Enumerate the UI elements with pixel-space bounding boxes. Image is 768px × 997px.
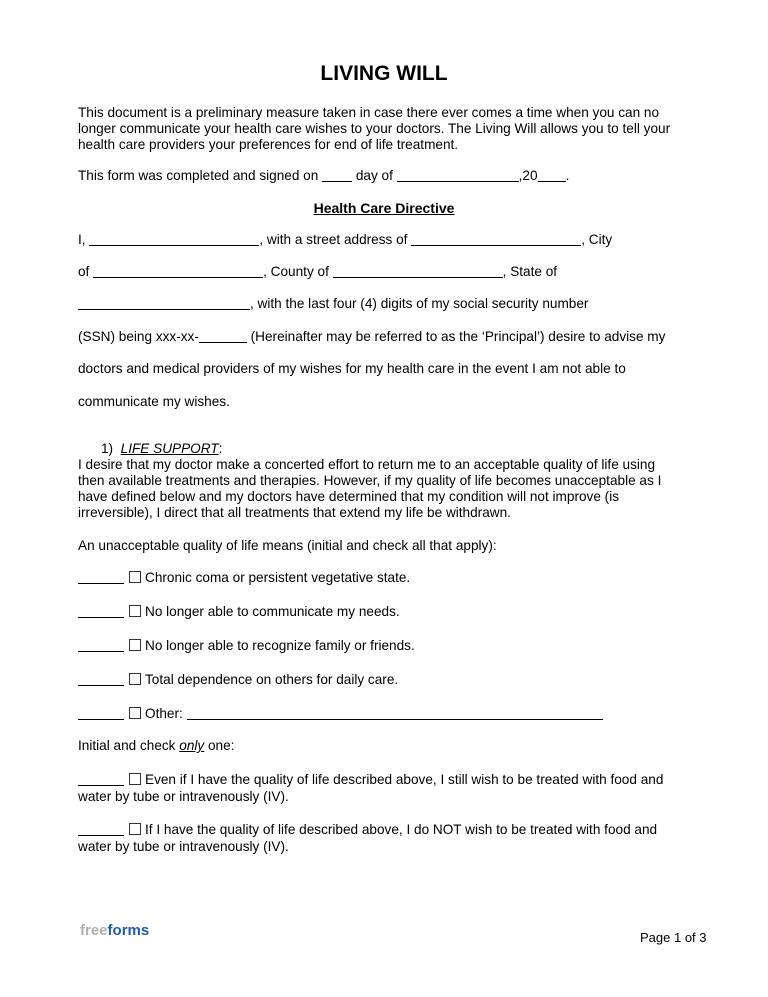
day-field[interactable] xyxy=(322,152,353,184)
initial-field[interactable] xyxy=(78,804,124,838)
checkbox[interactable] xyxy=(129,639,141,651)
para-line: irreversible), I direct that all treatme… xyxy=(78,505,511,520)
option-2-cont: water by tube or intravenously (IV). xyxy=(78,839,289,854)
item-label: Other: xyxy=(145,706,183,721)
signed-label: This form was completed and signed on xyxy=(78,168,319,183)
day-of-label: day of xyxy=(355,168,393,183)
only-one-label: Initial and check only one: xyxy=(78,738,234,754)
condition-item: Total dependence on others for daily car… xyxy=(78,654,399,688)
signed-line: This form was completed and signed on da… xyxy=(78,152,570,184)
directive-line-4: (SSN) being xxx-xx- (Hereinafter may be … xyxy=(78,313,666,345)
section-number: 1) xyxy=(101,441,114,456)
condition-item: Other: xyxy=(78,688,603,722)
label: one: xyxy=(204,738,235,753)
unacceptable-label: An unacceptable quality of life means (i… xyxy=(78,538,497,553)
document-title: LIVING WILL xyxy=(320,62,448,85)
label: (Hereinafter may be referred to as the ‘… xyxy=(246,329,666,344)
label: , with the last four (4) digits of my so… xyxy=(250,296,589,311)
para-line: then available treatments and therapies.… xyxy=(78,473,662,488)
city-field[interactable] xyxy=(93,248,264,280)
option-1-cont: water by tube or intravenously (IV). xyxy=(78,789,289,804)
intro-line: health care providers your preferences f… xyxy=(78,137,459,152)
section-1-title: 1) LIFE SUPPORT: xyxy=(101,441,222,457)
street-address-field[interactable] xyxy=(411,216,582,248)
condition-item: No longer able to communicate my needs. xyxy=(78,586,400,620)
condition-item: Chronic coma or persistent vegetative st… xyxy=(78,552,411,586)
initial-field[interactable] xyxy=(78,620,124,654)
section-title: LIFE SUPPORT xyxy=(120,441,219,456)
label: , City xyxy=(581,232,613,247)
name-field[interactable] xyxy=(89,216,260,248)
checkbox[interactable] xyxy=(129,707,141,719)
label: I, xyxy=(78,232,86,247)
ssn-field[interactable] xyxy=(198,313,247,345)
directive-line-3: , with the last four (4) digits of my so… xyxy=(78,280,589,312)
option-1: Even if I have the quality of life descr… xyxy=(78,754,664,788)
label: , County of xyxy=(263,264,329,279)
checkbox[interactable] xyxy=(129,673,141,685)
month-field[interactable] xyxy=(396,152,519,184)
option-text: Even if I have the quality of life descr… xyxy=(145,772,664,787)
initial-field[interactable] xyxy=(78,552,124,586)
year-prefix: ,20 xyxy=(518,168,538,183)
checkbox[interactable] xyxy=(129,773,141,785)
freeforms-logo: freeforms xyxy=(80,922,149,939)
initial-field[interactable] xyxy=(78,688,124,722)
county-field[interactable] xyxy=(332,248,503,280)
directive-line-6: communicate my wishes. xyxy=(78,394,230,409)
directive-line-5: doctors and medical providers of my wish… xyxy=(78,361,626,376)
item-label: Total dependence on others for daily car… xyxy=(145,672,399,687)
checkbox[interactable] xyxy=(129,823,141,835)
label: (SSN) being xxx-xx- xyxy=(78,329,199,344)
directive-line-2: of , County of , State of xyxy=(78,248,558,280)
item-label: No longer able to recognize family or fr… xyxy=(145,638,415,653)
initial-field[interactable] xyxy=(78,754,124,788)
section-heading: Health Care Directive xyxy=(313,200,455,216)
label: , with a street address of xyxy=(259,232,408,247)
label: of xyxy=(78,264,90,279)
logo-part: free xyxy=(80,922,108,939)
directive-line-1: I, , with a street address of , City xyxy=(78,216,613,248)
intro-line: This document is a preliminary measure t… xyxy=(78,105,660,120)
label: Initial and check xyxy=(78,738,180,753)
item-label: No longer able to communicate my needs. xyxy=(145,604,400,619)
para-line: have defined below and my doctors have d… xyxy=(78,489,620,504)
other-field[interactable] xyxy=(186,690,603,722)
emphasis: only xyxy=(179,738,205,753)
year-field[interactable] xyxy=(537,152,566,184)
initial-field[interactable] xyxy=(78,654,124,688)
initial-field[interactable] xyxy=(78,586,124,620)
checkbox[interactable] xyxy=(129,571,141,583)
period: . xyxy=(565,168,570,183)
condition-item: No longer able to recognize family or fr… xyxy=(78,620,415,654)
option-2: If I have the quality of life described … xyxy=(78,804,658,838)
para-line: I desire that my doctor make a concerted… xyxy=(78,457,656,472)
page-number: Page 1 of 3 xyxy=(640,930,707,945)
colon: : xyxy=(218,441,223,456)
item-label: Chronic coma or persistent vegetative st… xyxy=(145,570,411,585)
intro-line: longer communicate your health care wish… xyxy=(78,121,671,136)
state-field[interactable] xyxy=(78,280,250,312)
option-text: If I have the quality of life described … xyxy=(145,822,658,837)
checkbox[interactable] xyxy=(129,605,141,617)
label: , State of xyxy=(502,264,558,279)
logo-part: forms xyxy=(107,922,150,939)
